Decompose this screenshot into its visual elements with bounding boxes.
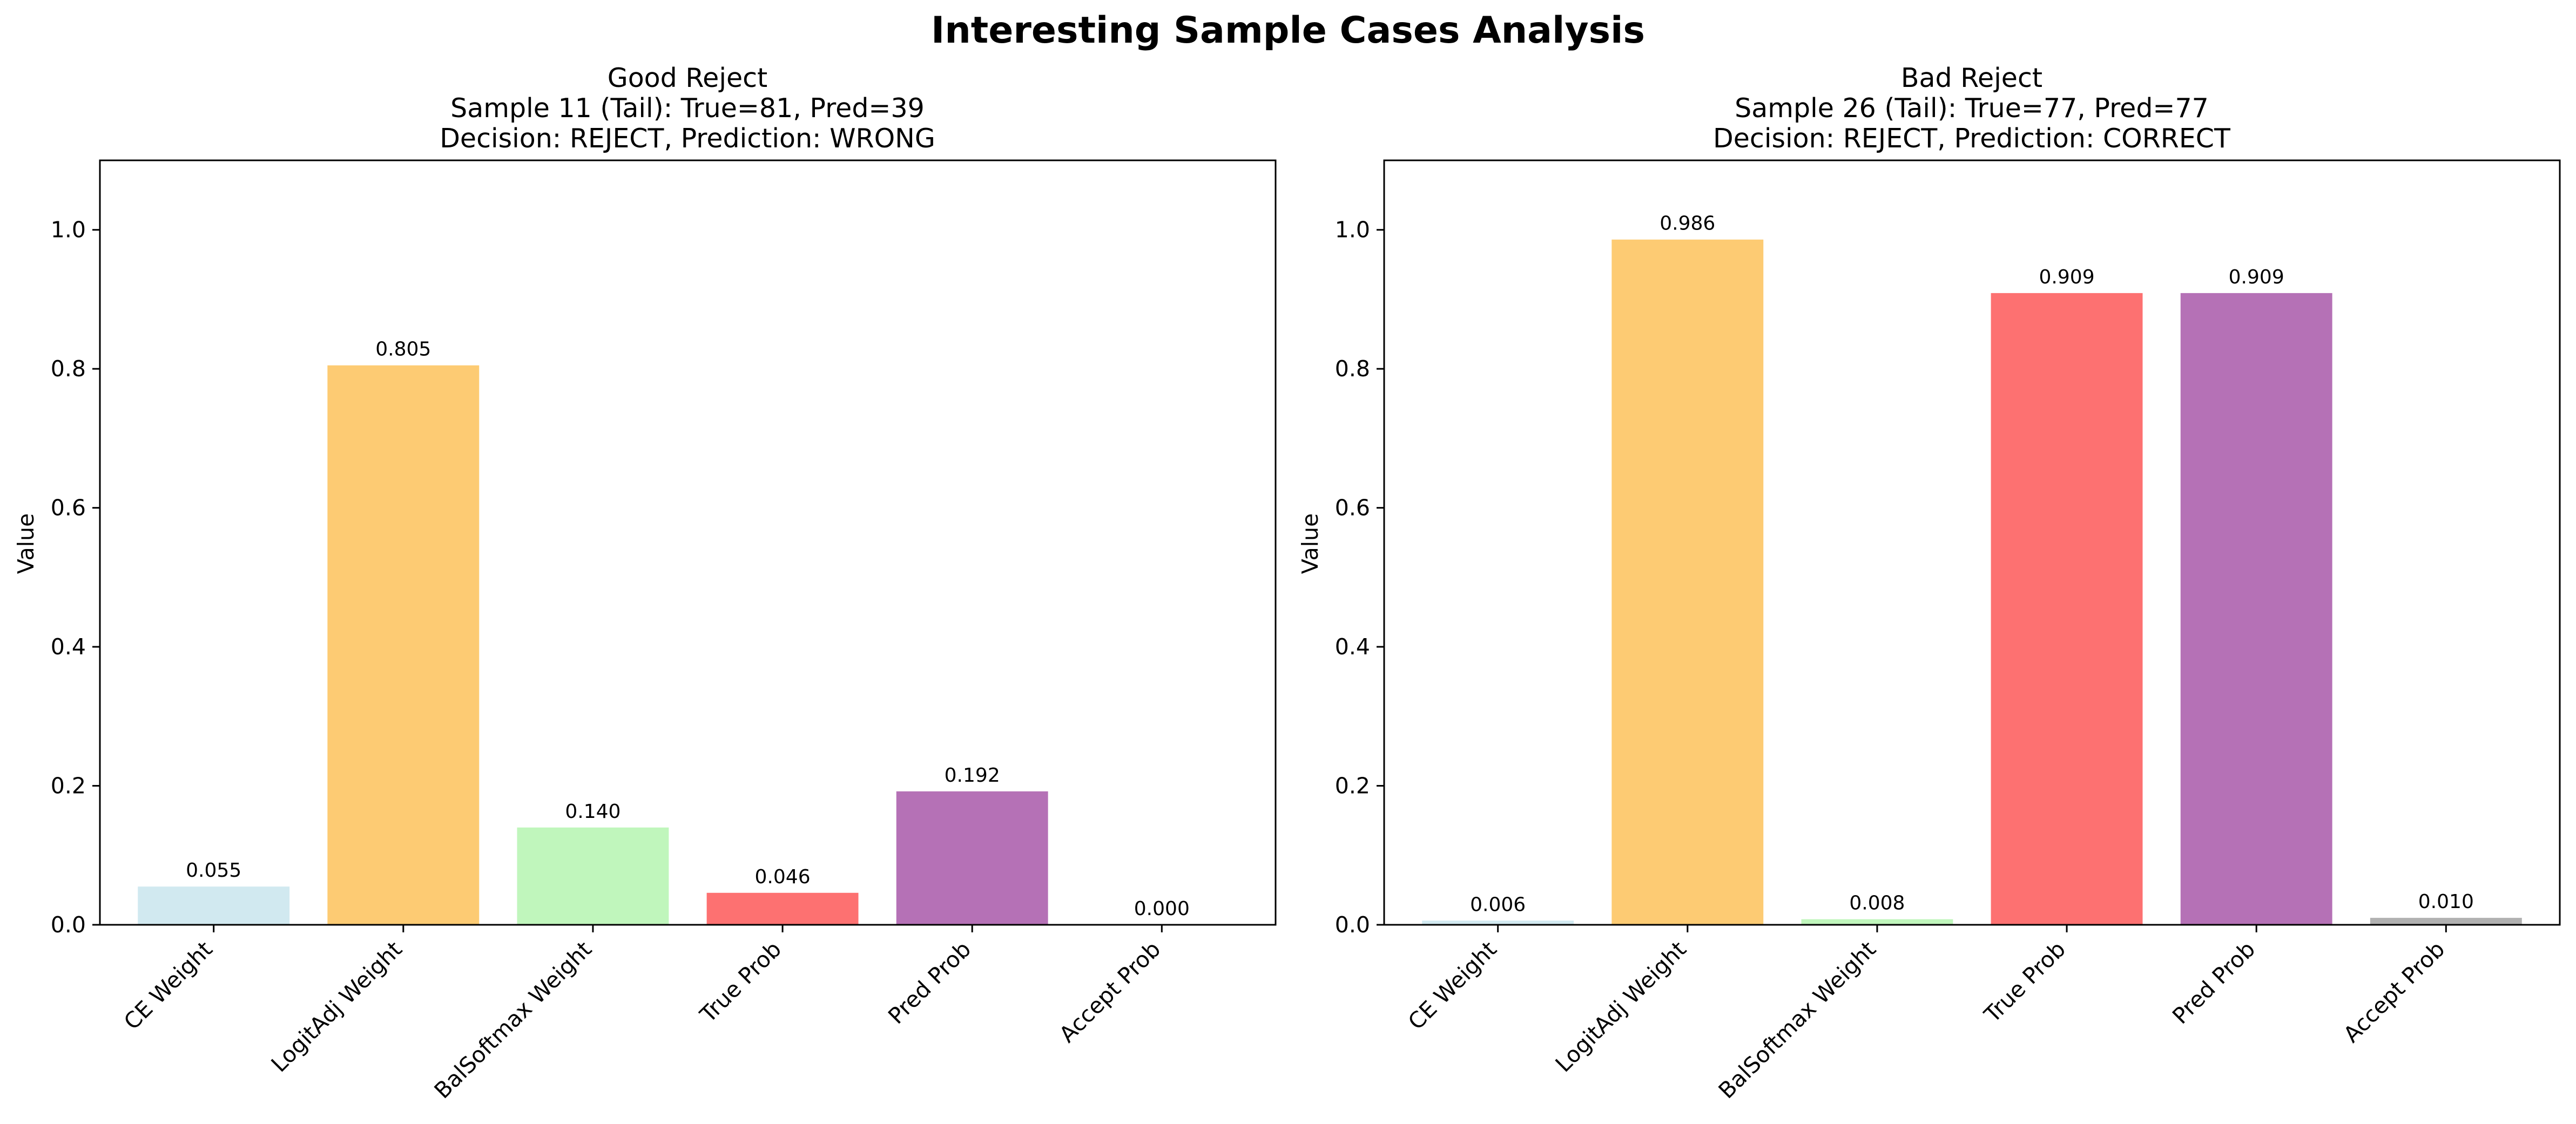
bar-data-label: 0.805 (375, 338, 431, 361)
y-tick-label: 0.8 (51, 356, 86, 382)
axes-frame (99, 159, 1277, 926)
bars: 0.006 0.986 0.008 0.909 0.909 0.010 (1422, 213, 2522, 925)
bars: 0.055 0.805 0.140 0.046 0.192 0.000 (138, 338, 1190, 925)
panel-subtitle-line-2: Decision: REJECT, Prediction: WRONG (440, 123, 935, 154)
y-axis-label: Value (1297, 513, 1323, 574)
y-tick-label: 0.0 (51, 912, 86, 938)
bar-pred-prob (896, 791, 1048, 925)
figure-suptitle: Interesting Sample Cases Analysis (931, 9, 1645, 52)
y-tick-label: 0.4 (51, 634, 86, 660)
bar-data-label: 0.006 (1470, 893, 1526, 916)
bar-balsoftmax-weight (1801, 919, 1953, 925)
bar-ce-weight (138, 886, 290, 925)
axes-frame (1383, 159, 2561, 926)
bar-logitadj-weight (327, 365, 480, 925)
y-tick-label: 0.4 (1335, 634, 1370, 660)
bar-data-label: 0.909 (2039, 266, 2095, 288)
bar-data-label: 0.000 (1134, 898, 1190, 920)
bar-data-label: 0.909 (2229, 266, 2284, 288)
bar-data-label: 0.140 (565, 801, 621, 823)
bar-data-label: 0.986 (1660, 213, 1715, 235)
bar-data-label: 0.192 (945, 764, 1000, 787)
y-axis-label: Value (13, 513, 39, 574)
y-tick-label: 0.2 (51, 773, 86, 799)
panel-subtitle-line-1: Sample 11 (Tail): True=81, Pred=39 (450, 93, 925, 124)
y-tick-label: 0.0 (1335, 912, 1370, 938)
bar-true-prob (706, 892, 859, 925)
bar-true-prob (1991, 293, 2143, 925)
y-tick-label: 0.2 (1335, 773, 1370, 799)
bar-data-label: 0.010 (2418, 891, 2474, 913)
y-tick-label: 1.0 (51, 217, 86, 243)
bar-ce-weight (1422, 920, 1574, 925)
bar-logitadj-weight (1611, 239, 1764, 925)
bar-data-label: 0.046 (755, 866, 811, 888)
bar-accept-prob (2370, 918, 2522, 925)
bar-balsoftmax-weight (517, 827, 669, 925)
bar-pred-prob (2180, 293, 2332, 925)
bar-data-label: 0.008 (1849, 892, 1905, 915)
y-tick-label: 0.6 (51, 495, 86, 521)
panel-subtitle-line-1: Sample 26 (Tail): True=77, Pred=77 (1735, 93, 2209, 124)
panel-subtitle-line-2: Decision: REJECT, Prediction: CORRECT (1713, 123, 2231, 154)
panel-title: Good Reject (608, 63, 768, 93)
y-tick-label: 0.8 (1335, 356, 1370, 382)
panel-title: Bad Reject (1901, 63, 2042, 93)
y-tick-label: 1.0 (1335, 217, 1370, 243)
bar-data-label: 0.055 (186, 859, 241, 882)
y-tick-label: 0.6 (1335, 495, 1370, 521)
